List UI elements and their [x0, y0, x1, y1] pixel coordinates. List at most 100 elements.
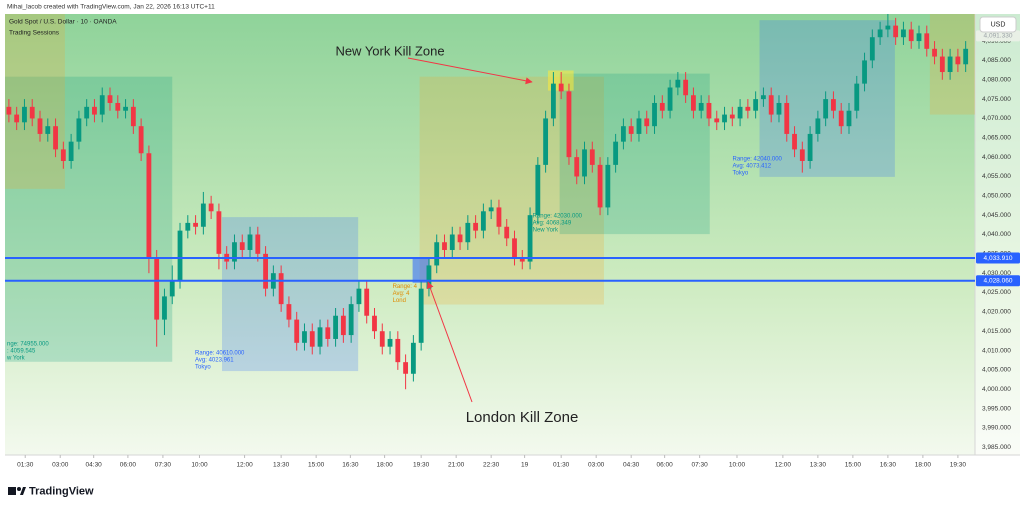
- candle-body: [426, 265, 432, 289]
- x-tick-label: 01:30: [553, 462, 570, 469]
- candle-body: [807, 133, 813, 161]
- candle-body: [636, 118, 642, 134]
- axes: 3,985.000 3,990.000 3,995.000 4,000.000 4,00…: [17, 30, 1020, 469]
- candle-body: [737, 106, 743, 119]
- session-box: [5, 14, 65, 189]
- candle-body: [53, 126, 58, 150]
- candle-body: [379, 331, 385, 347]
- candle-body: [667, 87, 673, 111]
- price-badge: [976, 252, 1020, 264]
- price-badge-label: 4,033.910: [984, 255, 1013, 262]
- candle-body: [294, 319, 300, 343]
- y-tick-label: 3,985.000: [982, 444, 1011, 451]
- candle-body: [597, 164, 603, 208]
- x-tick-label: 03:00: [52, 462, 69, 469]
- x-tick-label: 04:30: [623, 462, 640, 469]
- candle-body: [496, 207, 502, 227]
- candle-body: [504, 226, 510, 239]
- candle-body: [566, 91, 572, 158]
- y-tick-label: 4,050.000: [982, 193, 1011, 200]
- y-tick-label: 4,020.000: [982, 309, 1011, 316]
- candle-body: [924, 33, 930, 49]
- candle-body: [543, 118, 549, 165]
- x-tick-label: 15:00: [845, 462, 862, 469]
- candle-body: [519, 257, 525, 262]
- candle-body: [154, 257, 160, 320]
- candle-body: [123, 106, 128, 111]
- candle-body: [162, 296, 167, 320]
- currency-label[interactable]: USD: [991, 21, 1006, 28]
- x-tick-label: 19:30: [413, 462, 430, 469]
- candle-body: [14, 114, 20, 123]
- candle-body: [434, 242, 440, 266]
- x-tick-label: 03:00: [588, 462, 605, 469]
- kill-zone: [412, 258, 430, 283]
- annotation-arrow: [426, 281, 473, 403]
- y-tick-label: 4,025.000: [982, 289, 1011, 296]
- annotation-text: New York Kill Zone: [335, 43, 444, 58]
- candle-body: [784, 102, 790, 134]
- candle-body: [535, 164, 541, 216]
- candle-body: [457, 234, 463, 243]
- candle-body: [200, 203, 206, 227]
- y-tick-label: 4,060.000: [982, 154, 1011, 161]
- candle-body: [745, 106, 751, 111]
- y-tick-label: 4,010.000: [982, 347, 1011, 354]
- session-label: New York: [533, 228, 559, 234]
- candle-body: [574, 157, 580, 177]
- candle-body: [792, 133, 797, 150]
- candle-body: [403, 362, 409, 374]
- candle-body: [372, 315, 377, 332]
- candle-body: [340, 315, 346, 336]
- candle-body: [613, 141, 619, 165]
- candle-body: [776, 102, 782, 115]
- logo-mark: [8, 487, 16, 495]
- candle-body: [963, 48, 969, 65]
- candle-body: [418, 288, 424, 343]
- candle-body: [333, 315, 339, 339]
- candle-body: [644, 118, 650, 127]
- price-axis-background: [975, 14, 1020, 455]
- x-tick-label: 12:00: [236, 462, 253, 469]
- candle-body: [364, 288, 370, 316]
- candle-body: [838, 110, 844, 127]
- candle-body: [193, 222, 198, 227]
- candle-body: [286, 304, 292, 320]
- candle-body: [247, 234, 253, 250]
- y-tick-label: 4,055.000: [982, 173, 1011, 180]
- candle-body: [356, 288, 362, 305]
- candle-body: [761, 95, 766, 100]
- x-tick-label: 01:30: [17, 462, 34, 469]
- candle-body: [130, 106, 136, 127]
- candle-body: [465, 222, 471, 243]
- currency-button[interactable]: [979, 16, 1017, 33]
- candle-body: [714, 118, 720, 123]
- candle-body: [683, 79, 689, 96]
- x-tick-label: 18:00: [915, 462, 932, 469]
- candle-body: [99, 95, 105, 115]
- candle-body: [92, 106, 97, 115]
- candle-body: [107, 95, 113, 103]
- candle-body: [348, 304, 354, 336]
- price-badge-label: 4,028.060: [984, 277, 1013, 284]
- y-tick-label: 4,085.000: [982, 57, 1011, 64]
- indicator-name: Trading Sessions: [9, 30, 60, 37]
- candle-body: [138, 126, 144, 154]
- x-tick-label: 18:00: [376, 462, 393, 469]
- x-tick-label: 19: [521, 462, 529, 469]
- candle-body: [473, 222, 479, 231]
- candle-body: [558, 83, 564, 92]
- candle-body: [799, 149, 805, 161]
- candle-body: [691, 95, 696, 111]
- x-tick-label: 13:30: [810, 462, 827, 469]
- candle-body: [488, 207, 494, 212]
- candle-body: [831, 99, 836, 111]
- candle-body: [185, 222, 191, 231]
- y-tick-label: 4,070.000: [982, 115, 1011, 122]
- candle-body: [309, 331, 315, 347]
- y-tick-label: 4,015.000: [982, 328, 1011, 335]
- session-label: Lond: [393, 298, 406, 304]
- x-tick-label: 06:00: [656, 462, 673, 469]
- candle-body: [885, 25, 891, 30]
- candle-body: [939, 56, 945, 73]
